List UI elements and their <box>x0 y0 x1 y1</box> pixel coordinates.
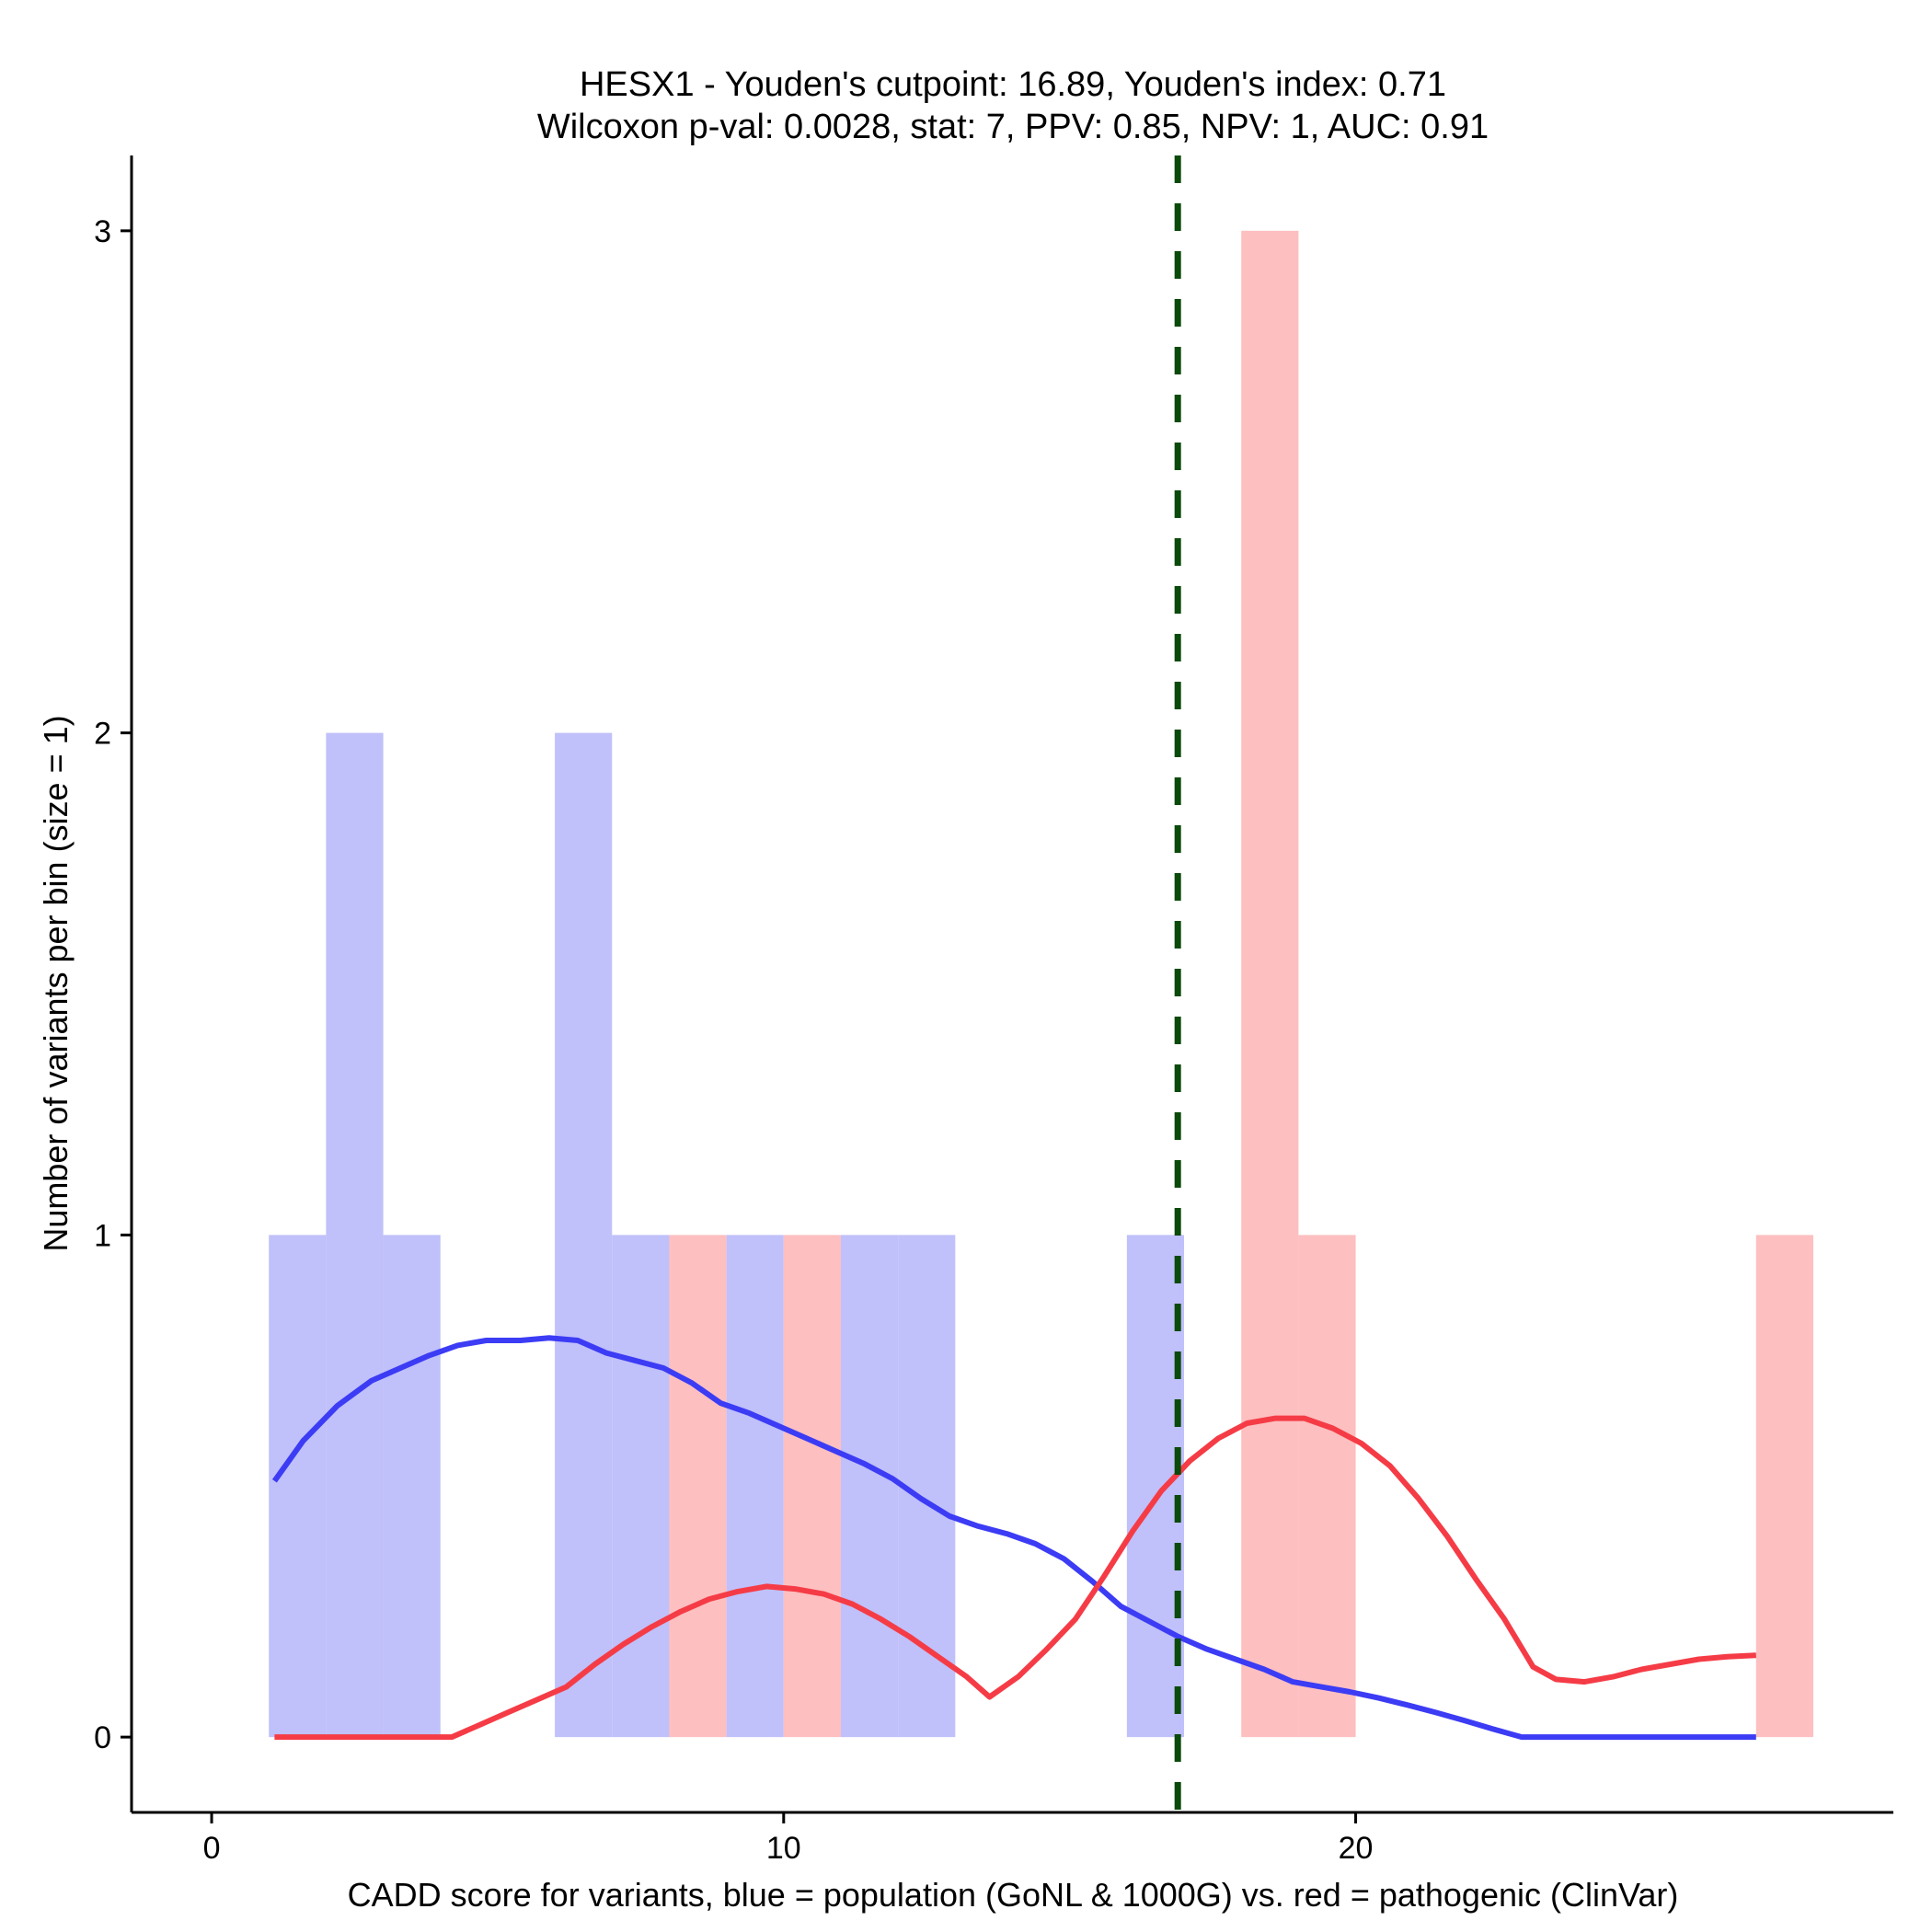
y-axis-ticks: 0 1 2 3 <box>94 214 132 1755</box>
population-bar-6-7 <box>555 732 613 1738</box>
x-tick-label-20: 20 <box>1339 1831 1374 1866</box>
population-bar-11-12 <box>840 1235 899 1738</box>
population-bars <box>269 732 1185 1738</box>
x-tick-label-0: 0 <box>203 1831 221 1866</box>
y-axis-title: Number of variants per bin (size = 1) <box>37 715 75 1251</box>
pathogenic-density-line <box>274 1415 1756 1741</box>
pathogenic-bar-27-28 <box>1755 1235 1813 1738</box>
population-bar-16-17 <box>1126 1235 1185 1738</box>
pathogenic-bar-8-9 <box>669 1235 727 1738</box>
chart-title-line-2: Wilcoxon p-val: 0.0028, stat: 7, PPV: 0.… <box>537 108 1489 146</box>
population-bar-7-8 <box>612 1235 670 1738</box>
pathogenic-bar-18-19 <box>1241 230 1299 1738</box>
population-density-line <box>271 1335 1756 1741</box>
y-tick-label-2: 2 <box>94 717 111 752</box>
chart-title-line-1: HESX1 - Youden's cutpoint: 16.89, Youden… <box>580 65 1446 104</box>
population-bar-9-10 <box>726 1235 784 1738</box>
y-tick-label-1: 1 <box>94 1218 111 1253</box>
population-bar-1-2 <box>269 1235 327 1738</box>
pathogenic-bars <box>669 230 1813 1738</box>
pathogenic-bar-19-20 <box>1298 1235 1356 1738</box>
y-tick-label-0: 0 <box>94 1720 111 1755</box>
density-curves <box>271 1335 1756 1741</box>
x-tick-label-10: 10 <box>766 1831 801 1866</box>
population-bar-2-3 <box>326 732 384 1738</box>
x-axis-ticks: 0 10 20 <box>203 1812 1374 1866</box>
axes <box>130 155 1893 1814</box>
population-bar-3-4 <box>383 1235 441 1738</box>
pathogenic-bar-10-11 <box>783 1235 841 1738</box>
x-axis-title: CADD score for variants, blue = populati… <box>348 1876 1679 1914</box>
y-tick-label-3: 3 <box>94 214 111 249</box>
